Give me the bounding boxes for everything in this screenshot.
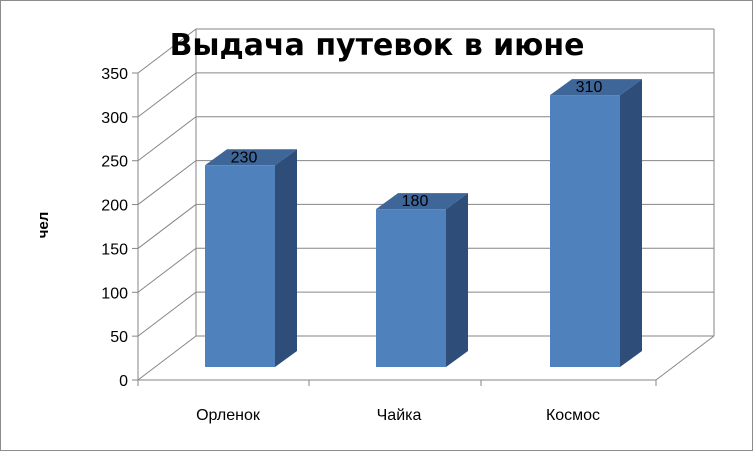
y-tick-label: 350: [101, 66, 128, 83]
gridline: [137, 116, 714, 162]
gridline: [137, 160, 714, 205]
gridline: [137, 291, 714, 337]
y-tick-label: 250: [101, 154, 128, 171]
data-label: 180: [402, 193, 429, 210]
chart-title: Выдача путевок в июне: [170, 28, 585, 63]
gridline: [137, 335, 714, 381]
bar-side: [446, 193, 468, 367]
gridline: [137, 203, 714, 249]
bar-front: [550, 95, 620, 367]
bar-top: [376, 193, 468, 210]
x-tick-label: Чайка: [377, 407, 422, 424]
gridlines: [132, 28, 715, 386]
x-tick-label: Орленок: [196, 407, 261, 424]
y-tick-label: 50: [110, 329, 128, 346]
y-axis-label: чел: [35, 212, 52, 239]
bar-top: [205, 149, 297, 166]
y-tick-label: 200: [101, 198, 128, 215]
bar: [205, 149, 297, 367]
gridline: [137, 247, 714, 293]
y-tick-label: 300: [101, 110, 128, 127]
labels: 0 50 100 150 200 250 300 350 230 Орленок 180 Чайка 3…: [101, 66, 602, 424]
bar-side: [620, 79, 642, 367]
y-tick-label: 100: [101, 285, 128, 302]
bar-front: [205, 165, 275, 367]
data-label: 230: [231, 149, 258, 166]
x-tick-label: Космос: [546, 407, 600, 424]
gridline: [137, 28, 714, 74]
data-label: 310: [576, 79, 603, 96]
bar: [550, 79, 642, 367]
gridline: [137, 72, 714, 118]
bar-top: [550, 79, 642, 96]
bar: [376, 193, 468, 367]
bars: [205, 79, 642, 367]
y-tick-label: 150: [101, 241, 128, 258]
bar-front: [376, 209, 446, 367]
y-tick-label: 0: [119, 373, 128, 390]
floor-right-edge: [655, 335, 715, 381]
bar-side: [275, 149, 297, 367]
